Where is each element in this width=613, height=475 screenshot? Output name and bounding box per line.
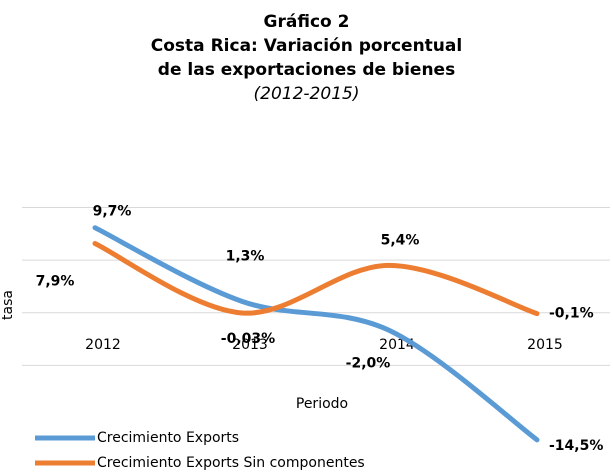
x-axis-label: Periodo	[296, 396, 348, 412]
data-label: -14,5%	[549, 438, 603, 454]
x-tick-label: 2012	[85, 337, 121, 353]
chart-title: Gráfico 2	[263, 12, 350, 32]
series-line	[92, 240, 540, 317]
header: Gráfico 2 Costa Rica: Variación porcentu…	[0, 10, 613, 106]
data-label: -2,0%	[346, 355, 391, 371]
x-tick-label: 2015	[527, 337, 563, 353]
data-label: -0,1%	[549, 306, 594, 322]
data-label: 5,4%	[381, 232, 420, 248]
legend-label: Crecimiento Exports	[97, 430, 239, 446]
chart-period: (2012-2015)	[253, 84, 360, 104]
data-label: 7,9%	[36, 273, 75, 289]
data-label: 1,3%	[226, 248, 265, 264]
chart-subtitle: Costa Rica: Variación porcentual de las …	[150, 36, 463, 80]
legend-label: Crecimiento Exports Sin componentes	[97, 455, 365, 471]
x-tick-label: 2013	[232, 337, 268, 353]
data-label: 9,7%	[93, 204, 132, 220]
data-label: -0,03%	[221, 331, 275, 347]
series-line	[92, 225, 540, 443]
y-axis-label: tasa	[0, 290, 16, 320]
